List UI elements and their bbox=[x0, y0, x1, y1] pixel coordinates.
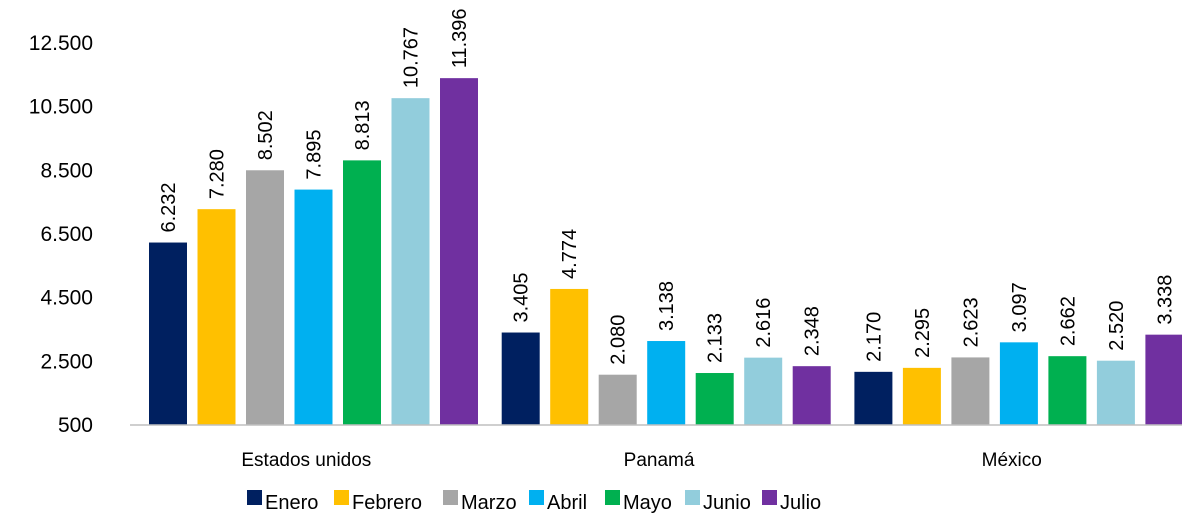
data-label: 8.502 bbox=[255, 110, 277, 160]
x-category-label: Panamá bbox=[624, 450, 695, 471]
data-label: 2.520 bbox=[1106, 301, 1128, 351]
data-label: 7.280 bbox=[207, 149, 229, 199]
legend-swatch bbox=[334, 490, 349, 505]
y-axis: 500 2.500 4.500 6.500 8.500 10.500 12.500 bbox=[29, 32, 93, 437]
data-label: 2.170 bbox=[863, 312, 885, 362]
bar bbox=[744, 357, 783, 425]
bar bbox=[1096, 360, 1135, 425]
data-label: 3.138 bbox=[656, 281, 678, 331]
y-tick-label: 6.500 bbox=[40, 223, 93, 246]
data-label: 4.774 bbox=[559, 229, 581, 279]
data-label: 7.895 bbox=[304, 130, 326, 180]
data-label: 2.348 bbox=[802, 306, 824, 356]
bar bbox=[999, 342, 1038, 425]
legend-label: Enero bbox=[265, 492, 318, 514]
bar bbox=[294, 189, 333, 425]
data-label: 2.616 bbox=[753, 298, 775, 348]
x-category-label: Estados unidos bbox=[241, 450, 371, 471]
bar bbox=[149, 242, 187, 425]
y-tick-label: 4.500 bbox=[40, 287, 93, 310]
data-labels-group: 6.232 7.280 8.502 7.895 8.813 10.767 11.396 3.4… bbox=[158, 8, 1176, 364]
x-category-label: México bbox=[982, 450, 1042, 471]
x-axis: Estados unidos Panamá México bbox=[130, 424, 1182, 471]
data-label: 11.396 bbox=[449, 8, 471, 68]
bar bbox=[197, 209, 236, 425]
bar bbox=[902, 367, 941, 425]
legend-swatch bbox=[605, 490, 620, 505]
bar bbox=[951, 357, 990, 425]
legend-swatch bbox=[685, 490, 700, 505]
bar bbox=[647, 341, 686, 425]
data-label: 6.232 bbox=[158, 182, 180, 232]
data-label: 3.338 bbox=[1154, 275, 1176, 325]
legend-swatch bbox=[247, 490, 262, 505]
data-label: 8.813 bbox=[352, 100, 374, 150]
y-tick-label: 2.500 bbox=[40, 350, 93, 373]
bar bbox=[343, 160, 381, 425]
bar bbox=[695, 373, 734, 425]
data-label: 3.097 bbox=[1009, 282, 1031, 332]
y-tick-label: 12.500 bbox=[29, 32, 93, 55]
legend-label: Julio bbox=[780, 492, 821, 514]
data-label: 2.662 bbox=[1057, 296, 1079, 346]
data-label: 2.623 bbox=[960, 297, 982, 347]
legend-swatch bbox=[762, 490, 777, 505]
data-label: 2.133 bbox=[705, 313, 727, 363]
bar bbox=[550, 288, 589, 425]
bars-group bbox=[149, 78, 1182, 426]
bar bbox=[440, 78, 478, 426]
bar bbox=[391, 98, 430, 425]
legend-swatch bbox=[529, 490, 544, 505]
legend-label: Abril bbox=[547, 492, 587, 514]
legend: Enero Febrero Marzo Abril Mayo Junio Julio bbox=[247, 490, 821, 514]
legend-label: Mayo bbox=[623, 492, 672, 514]
legend-label: Marzo bbox=[461, 492, 517, 514]
y-tick-label: 500 bbox=[58, 414, 93, 437]
data-label: 2.295 bbox=[912, 308, 934, 358]
bar bbox=[246, 170, 284, 425]
data-label: 3.405 bbox=[511, 272, 533, 322]
legend-label: Febrero bbox=[352, 492, 422, 514]
bar bbox=[1145, 334, 1182, 425]
data-label: 2.080 bbox=[608, 315, 630, 365]
bar bbox=[598, 374, 637, 425]
data-label: 10.767 bbox=[401, 27, 423, 88]
bar bbox=[501, 332, 540, 425]
bar bbox=[854, 371, 893, 425]
legend-swatch bbox=[443, 490, 458, 505]
bar bbox=[792, 366, 831, 425]
bar bbox=[1048, 356, 1087, 425]
y-tick-label: 10.500 bbox=[29, 96, 93, 119]
legend-label: Junio bbox=[703, 492, 751, 514]
y-tick-label: 8.500 bbox=[40, 159, 93, 182]
